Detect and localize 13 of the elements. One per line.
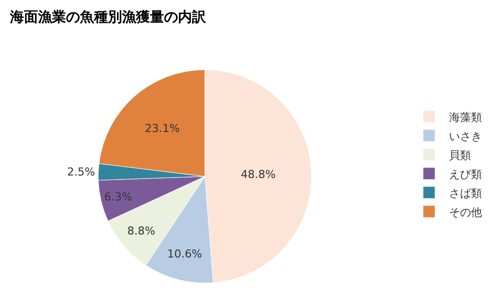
legend-label: さば類 (449, 186, 482, 200)
data-label: 48.8% (240, 168, 276, 181)
chart-title: 海面漁業の魚種別漁獲量の内訳 (8, 10, 207, 26)
legend-label: いさき (449, 130, 482, 143)
data-label: 23.1% (144, 122, 180, 135)
data-label: 10.6% (167, 248, 202, 261)
data-label: 6.3% (104, 190, 132, 204)
legend-label: 海藻類 (449, 110, 482, 124)
legend-label: 貝類 (449, 148, 472, 162)
legend-label: その他 (449, 206, 482, 219)
legend-label: えび類 (449, 168, 482, 181)
data-label: 8.8% (127, 224, 156, 238)
data-label: 2.5% (67, 165, 96, 178)
